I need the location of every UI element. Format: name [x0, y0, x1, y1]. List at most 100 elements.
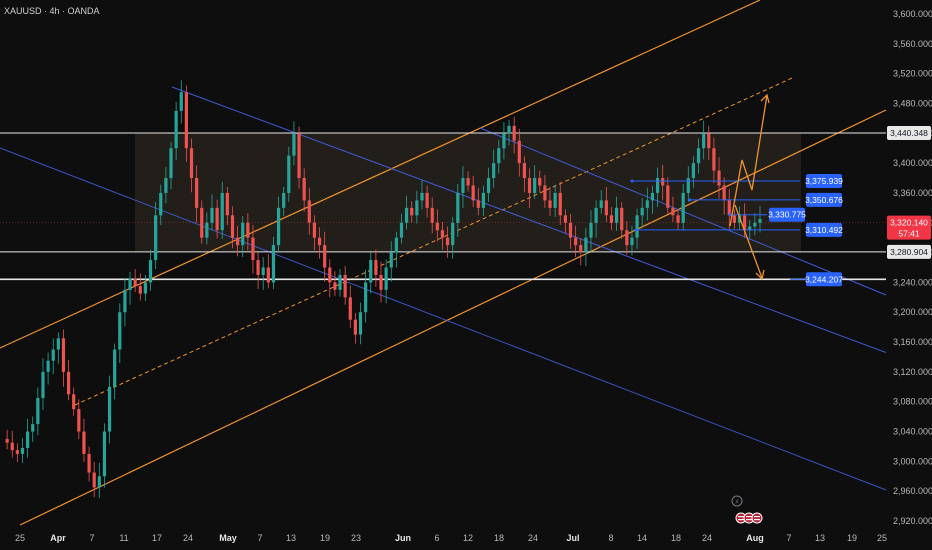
time-tick-label: 7	[89, 533, 94, 543]
candle-body	[630, 237, 634, 246]
candle-body	[753, 222, 757, 227]
candle-body	[686, 178, 690, 193]
lightning-icon: ⚡	[735, 498, 740, 506]
candle-body	[241, 222, 245, 246]
time-tick-label: 19	[320, 533, 330, 543]
candle-body	[317, 237, 322, 246]
target-tag-4-text: 3,310.492	[805, 225, 843, 235]
candle	[635, 208, 639, 249]
time-tick-label: 11	[119, 533, 128, 543]
candle-body	[82, 431, 86, 454]
blue-channel-lower	[0, 147, 887, 491]
candle-body	[481, 192, 486, 208]
candle	[676, 209, 680, 231]
target-level-dot	[634, 228, 638, 232]
candle	[61, 329, 66, 387]
candle-body	[435, 222, 439, 231]
candle	[486, 167, 491, 202]
candle	[154, 201, 158, 269]
candle	[599, 189, 603, 214]
price-tick-label: 3,120.000	[893, 367, 932, 377]
candle	[522, 156, 527, 193]
candle-body	[645, 200, 649, 208]
candle-body	[148, 260, 153, 283]
candle	[661, 164, 665, 201]
bullish-arrowhead	[760, 93, 770, 104]
target-tag-1: 3,375.939	[805, 174, 843, 189]
candle-body	[589, 222, 593, 238]
candle	[425, 185, 429, 218]
candle-body	[599, 200, 603, 208]
candle-body	[461, 178, 465, 193]
candle	[568, 213, 573, 249]
candle	[353, 312, 357, 344]
candle	[558, 181, 562, 226]
candle	[686, 166, 690, 202]
candle	[210, 194, 214, 231]
candle	[195, 165, 199, 223]
candle	[36, 387, 40, 436]
candle-body	[20, 447, 25, 454]
candle-body	[179, 92, 183, 111]
price-tick-label: 3,400.000	[893, 158, 932, 168]
candle	[323, 231, 327, 282]
candle	[205, 212, 209, 245]
candle	[266, 254, 270, 289]
candle-body	[164, 178, 168, 193]
price-tick-label: 3,360.000	[893, 188, 932, 198]
candle	[614, 196, 619, 231]
candle-body	[26, 431, 30, 448]
candle-body	[661, 178, 665, 186]
target-level-dot	[630, 179, 634, 183]
candle	[466, 171, 470, 192]
candle-body	[353, 319, 357, 335]
time-tick-label: 23	[351, 533, 361, 543]
candle	[620, 201, 624, 240]
candle-body	[702, 133, 706, 149]
candle-body	[72, 394, 76, 410]
time-tick-label: Apr	[50, 533, 66, 543]
candle	[215, 199, 219, 239]
target-level-dot	[728, 213, 732, 217]
candle-body	[159, 192, 163, 216]
us-flag-stripe	[746, 516, 752, 518]
candle	[20, 438, 25, 463]
candle	[394, 231, 398, 268]
candle	[230, 206, 235, 249]
candle-body	[364, 282, 368, 313]
us-flag-event-icon	[751, 512, 763, 524]
candle-body	[558, 192, 562, 216]
price-tick-label: 3,000.000	[893, 456, 932, 466]
candle	[579, 238, 583, 266]
candle-body	[287, 155, 291, 193]
candle-body	[225, 192, 229, 216]
candle-body	[579, 245, 583, 253]
target-tag-3-text: 3,330.775	[768, 210, 806, 220]
price-tick-label: 3,040.000	[893, 427, 932, 437]
candle-body	[425, 192, 429, 208]
bearish-projection-arrow	[734, 204, 763, 279]
candle-body	[358, 312, 363, 335]
candle	[46, 352, 50, 385]
candle-body	[15, 450, 19, 454]
target-tag-4-bg	[806, 222, 842, 237]
candle-body	[415, 200, 419, 216]
resistance-axis-tag: 3,440.348	[887, 126, 931, 141]
candle-body	[568, 222, 573, 238]
time-tick-label: 25	[877, 533, 887, 543]
us-flag-stripe	[746, 519, 752, 521]
lightning-badge-icon	[731, 495, 743, 507]
candle-body	[302, 178, 306, 201]
candle-body	[609, 215, 614, 223]
candle	[702, 120, 706, 160]
candle-body	[205, 222, 209, 238]
orange-channel-mid	[74, 77, 793, 406]
candle	[384, 259, 388, 304]
candle	[527, 168, 532, 208]
candle-body	[676, 215, 680, 223]
price-tick-label: 3,160.000	[893, 337, 932, 347]
candle-body	[195, 178, 199, 208]
candle-body	[174, 110, 178, 149]
